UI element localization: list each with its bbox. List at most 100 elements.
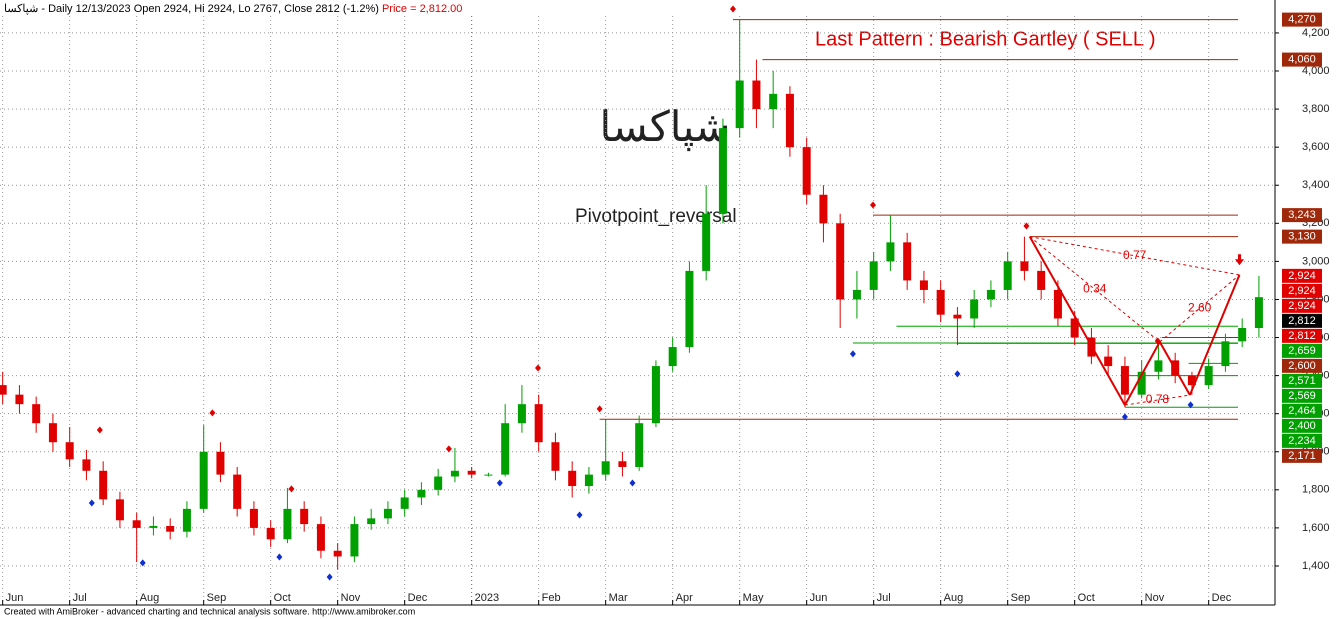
- candle-body: [115, 499, 124, 521]
- candle-body: [1104, 356, 1113, 367]
- pattern-ratio: 2.60: [1188, 301, 1212, 315]
- candle-body: [551, 442, 560, 471]
- pattern-leg: [1188, 274, 1241, 396]
- candle-body: [936, 289, 945, 315]
- candle-body: [534, 404, 543, 443]
- pattern-leg: [1124, 341, 1161, 406]
- pivot-high: [445, 445, 452, 453]
- pivot-high: [1023, 222, 1030, 230]
- x-tick-label: Sep: [207, 592, 227, 604]
- x-tick-label: May: [743, 592, 764, 604]
- header: شپاکسا - Daily 12/13/2023 Open 2924, Hi …: [4, 3, 462, 15]
- x-tick-label: 2023: [475, 592, 499, 604]
- pivot-low: [954, 370, 961, 378]
- chart-title: Last Pattern : Bearish Gartley ( SELL ): [815, 28, 1156, 50]
- candle-body: [836, 223, 845, 300]
- candle-body: [702, 213, 711, 271]
- candle-body: [333, 550, 342, 557]
- candle-body: [802, 147, 811, 195]
- pattern-leg: [1158, 341, 1191, 396]
- candle-body: [1221, 341, 1230, 367]
- pivot-low: [496, 479, 503, 487]
- candle-body: [668, 347, 677, 367]
- sell-arrow: [1234, 254, 1244, 266]
- candle-body: [32, 404, 41, 424]
- candle-body: [1053, 289, 1062, 319]
- pivot-high: [596, 405, 603, 413]
- candle-body: [953, 314, 962, 319]
- candle-body: [618, 461, 627, 467]
- x-tick-label: Oct: [1078, 592, 1095, 604]
- y-tick-label: 1,800: [1302, 484, 1330, 496]
- candle-body: [903, 242, 912, 281]
- candle-body: [718, 128, 727, 214]
- candle-body: [216, 451, 225, 475]
- candle-body: [1238, 328, 1247, 342]
- price-tag-label: 2,569: [1288, 390, 1316, 402]
- candle-body: [82, 459, 91, 471]
- candle-body: [1137, 371, 1146, 395]
- candle-body: [919, 280, 928, 290]
- price-tag-label: 2,924: [1288, 300, 1316, 312]
- candle-body: [517, 404, 526, 424]
- pivot-high: [209, 409, 216, 417]
- x-tick-label: Dec: [1212, 592, 1232, 604]
- pivot-low: [276, 553, 283, 561]
- price-tag: [1282, 313, 1322, 328]
- y-tick-label: 3,800: [1302, 103, 1330, 115]
- candle-body: [852, 289, 861, 300]
- pivot-low: [1187, 401, 1194, 409]
- candle-body: [769, 93, 778, 110]
- candle-body: [651, 366, 660, 424]
- candle-body: [1187, 375, 1196, 386]
- price-tag-label: 4,060: [1288, 53, 1316, 65]
- price-tag-label: 2,234: [1288, 435, 1316, 447]
- price-tag-label: 2,812: [1288, 330, 1316, 342]
- candle-body: [132, 520, 141, 528]
- x-tick-label: Apr: [676, 592, 693, 604]
- candle-body: [48, 423, 57, 443]
- symbol-name: شپاکسا: [600, 103, 731, 152]
- footer: Created with AmiBroker - advanced charti…: [4, 606, 415, 616]
- price-tag: [1282, 373, 1322, 388]
- pivot-high: [1154, 337, 1161, 345]
- price-tag: [1282, 208, 1322, 223]
- candle-body: [0, 385, 7, 395]
- candle-body: [233, 474, 242, 509]
- price-tag-label: 4,270: [1288, 14, 1316, 26]
- pivot-low: [629, 479, 636, 487]
- candle-body: [869, 261, 878, 290]
- candle-body: [1254, 297, 1263, 329]
- pattern-ratio-line: [1029, 236, 1161, 343]
- y-tick-label: 1,600: [1302, 522, 1330, 534]
- candle-body: [785, 93, 794, 148]
- price-tag-label: 2,171: [1288, 450, 1316, 462]
- y-tick-label: 3,600: [1302, 141, 1330, 153]
- candle-body: [383, 508, 392, 519]
- candle-body: [467, 470, 476, 475]
- price-tag-label: 2,571: [1288, 375, 1316, 387]
- candle-body: [283, 508, 292, 540]
- candle-body: [819, 194, 828, 224]
- price-tag-label: 2,464: [1288, 405, 1316, 417]
- pivot-low: [1121, 413, 1128, 421]
- pivot-low: [139, 559, 146, 567]
- price-tag-label: 2,600: [1288, 360, 1316, 372]
- y-tick-label: 3,400: [1302, 179, 1330, 191]
- header-price: Price = 2,812.00: [382, 3, 462, 15]
- candle-body: [166, 525, 175, 532]
- x-tick-label: Sep: [1011, 592, 1031, 604]
- candle-body: [450, 470, 459, 477]
- candle-body: [99, 470, 108, 500]
- candle-body: [1037, 270, 1046, 290]
- candle-body: [986, 289, 995, 300]
- x-tick-label: Aug: [944, 592, 964, 604]
- price-tag: [1282, 433, 1322, 448]
- x-tick-label: Nov: [1145, 592, 1165, 604]
- price-tag: [1282, 403, 1322, 418]
- candle-body: [182, 508, 191, 532]
- candle-body: [1120, 366, 1129, 395]
- pivot-low: [326, 573, 333, 581]
- price-tag: [1282, 268, 1322, 283]
- candle-body: [199, 451, 208, 509]
